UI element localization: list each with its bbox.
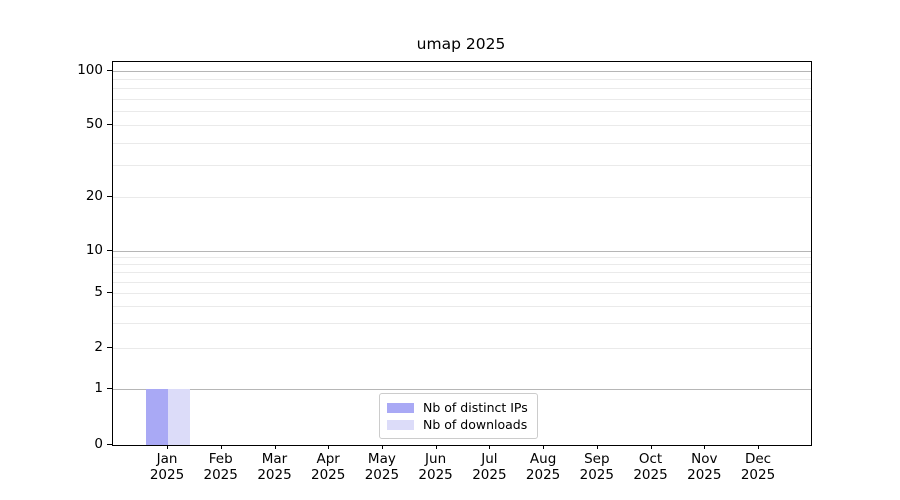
x-tick-year: 2025 — [525, 467, 561, 484]
gridline-minor — [113, 110, 811, 112]
gridline-major — [113, 71, 811, 72]
gridline-minor — [113, 272, 811, 274]
x-tick-year: 2025 — [203, 467, 238, 484]
y-tick-mark — [107, 346, 112, 348]
gridline-minor — [113, 142, 811, 144]
legend-label: Nb of distinct IPs — [423, 400, 528, 415]
legend-label: Nb of downloads — [423, 417, 528, 432]
gridline-minor — [113, 98, 811, 100]
gridline-major — [113, 389, 811, 390]
y-tick-label: 10 — [85, 242, 103, 258]
x-tick-year: 2025 — [579, 467, 614, 484]
x-tick-month: Apr — [316, 451, 340, 467]
x-tick-label: Apr 2025 — [296, 451, 360, 484]
legend-item: Nb of downloads — [387, 416, 528, 433]
x-tick-year: 2025 — [257, 467, 292, 484]
bar-jan-s0 — [146, 389, 168, 445]
y-tick-mark — [107, 291, 112, 293]
y-tick-label: 20 — [85, 187, 103, 204]
x-tick-year: 2025 — [740, 467, 776, 484]
legend-item: Nb of distinct IPs — [387, 399, 528, 416]
y-tick-mark — [107, 388, 112, 389]
gridline-minor — [113, 305, 811, 307]
x-tick-year: 2025 — [633, 467, 668, 484]
x-tick-label: Jun 2025 — [404, 451, 468, 484]
x-tick-mark — [596, 445, 598, 449]
y-tick-label: 5 — [94, 283, 103, 300]
x-tick-mark — [328, 445, 330, 449]
x-tick-month: Jul — [481, 451, 498, 467]
x-tick-year: 2025 — [364, 467, 400, 484]
x-tick-label: Oct 2025 — [619, 451, 683, 484]
y-tick-mark — [107, 70, 112, 71]
x-tick-year: 2025 — [311, 467, 346, 484]
gridline-minor — [113, 79, 811, 81]
x-tick-month: May — [367, 451, 396, 467]
x-tick-label: Nov 2025 — [672, 451, 736, 484]
plot-area: Nb of distinct IPs Nb of downloads — [112, 61, 812, 446]
bar-jan-s1 — [168, 389, 190, 445]
x-tick-mark — [220, 445, 222, 449]
gridline-minor — [113, 196, 811, 198]
gridline-minor — [113, 88, 811, 90]
gridline-minor — [113, 165, 811, 167]
x-tick-month: Sep — [584, 451, 610, 467]
x-tick-label: Sep 2025 — [565, 451, 629, 484]
legend: Nb of distinct IPs Nb of downloads — [379, 393, 538, 439]
y-tick-label: 1 — [94, 380, 103, 396]
y-tick-label: 50 — [85, 116, 103, 133]
x-tick-mark — [758, 445, 759, 449]
x-tick-mark — [650, 445, 652, 449]
x-tick-label: Feb 2025 — [189, 451, 253, 484]
x-tick-month: Aug — [529, 451, 557, 467]
x-tick-month: Nov — [691, 451, 718, 467]
y-tick-mark — [107, 444, 112, 445]
x-tick-label: Mar 2025 — [243, 451, 307, 484]
x-tick-label: Aug 2025 — [511, 451, 575, 484]
x-tick-year: 2025 — [418, 467, 453, 484]
x-tick-year: 2025 — [472, 467, 507, 484]
x-tick-month: Jun — [425, 451, 447, 467]
x-tick-label: May 2025 — [350, 451, 414, 484]
x-tick-month: Oct — [638, 451, 663, 467]
gridline-minor — [113, 292, 811, 294]
gridline-minor — [113, 347, 811, 349]
x-tick-mark — [274, 445, 276, 449]
x-tick-month: Jan — [156, 451, 178, 467]
legend-swatch — [387, 402, 414, 413]
x-tick-label: Dec 2025 — [726, 451, 790, 484]
y-tick-label: 2 — [94, 338, 103, 355]
gridline-major — [113, 251, 811, 252]
x-tick-month: Feb — [208, 451, 233, 467]
x-tick-year: 2025 — [687, 467, 722, 484]
gridline-minor — [113, 264, 811, 266]
y-tick-label: 0 — [94, 436, 103, 452]
x-tick-month: Dec — [744, 451, 772, 467]
x-tick-year: 2025 — [149, 467, 185, 484]
y-tick-label: 100 — [77, 62, 103, 78]
x-tick-mark — [167, 445, 168, 449]
gridline-minor — [113, 257, 811, 259]
gridline-minor — [113, 281, 811, 283]
x-tick-mark — [704, 445, 706, 449]
x-tick-label: Jan 2025 — [135, 451, 199, 484]
x-tick-mark — [489, 445, 491, 449]
chart-title: umap 2025 — [416, 35, 506, 53]
x-tick-month: Mar — [261, 451, 288, 467]
x-axis: Jan 2025 Feb 2025 Mar 2025 Apr 2025 May 2025 Jun 20… — [112, 445, 810, 497]
legend-swatch — [387, 419, 414, 430]
x-tick-mark — [543, 445, 545, 449]
y-tick-mark — [107, 195, 112, 197]
gridline-minor — [113, 125, 811, 127]
y-axis: 100 50 20 10 5 2 1 0 — [0, 61, 112, 452]
y-tick-mark — [107, 124, 112, 126]
x-tick-mark — [381, 445, 383, 449]
gridline-minor — [113, 323, 811, 325]
y-tick-mark — [107, 250, 112, 251]
x-tick-mark — [435, 445, 437, 449]
x-tick-label: Jul 2025 — [457, 451, 521, 484]
